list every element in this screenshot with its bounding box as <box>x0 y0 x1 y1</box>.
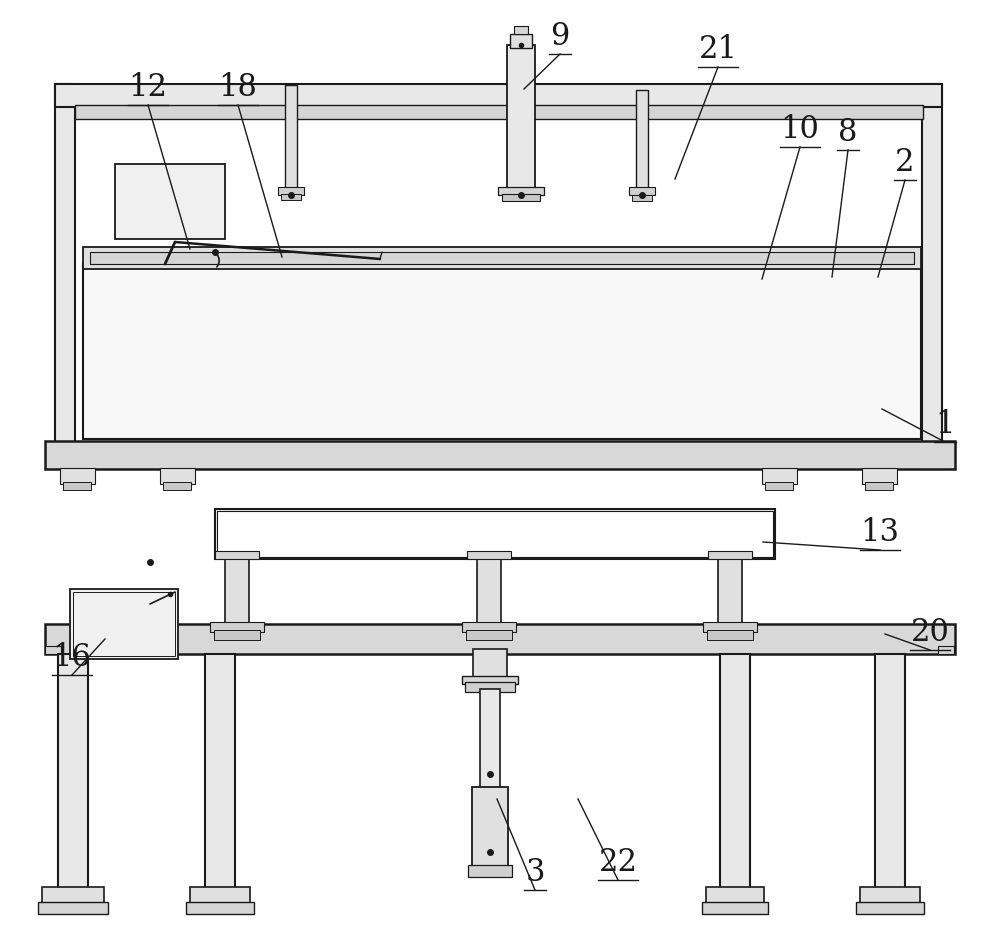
Bar <box>45 646 61 654</box>
Bar <box>514 27 528 35</box>
Bar <box>629 188 655 196</box>
Text: 13: 13 <box>860 516 900 547</box>
Bar <box>90 252 914 265</box>
Bar <box>45 442 955 469</box>
Bar <box>706 887 764 904</box>
Bar <box>217 511 773 558</box>
Bar <box>922 85 942 469</box>
Text: 18: 18 <box>219 72 257 103</box>
Text: 12: 12 <box>129 72 168 103</box>
Bar <box>498 188 544 196</box>
Bar <box>510 35 532 49</box>
Text: 20: 20 <box>911 616 949 647</box>
Bar <box>186 902 254 914</box>
Bar <box>215 551 259 560</box>
Text: 1: 1 <box>935 408 955 440</box>
Bar <box>708 551 752 560</box>
Bar <box>875 654 905 889</box>
Bar <box>477 556 501 625</box>
Bar <box>55 85 75 469</box>
Bar <box>502 195 540 202</box>
Bar <box>468 865 512 877</box>
Bar <box>860 887 920 904</box>
Text: 10: 10 <box>781 114 819 145</box>
Bar <box>210 623 264 632</box>
Bar <box>55 85 942 108</box>
Bar <box>115 165 225 240</box>
Bar <box>281 195 301 201</box>
Text: 9: 9 <box>550 21 570 52</box>
Bar <box>467 551 511 560</box>
Bar <box>45 625 955 654</box>
Text: 2: 2 <box>895 147 915 178</box>
Bar <box>765 483 793 490</box>
Text: 22: 22 <box>598 846 638 877</box>
Bar <box>190 887 250 904</box>
Bar <box>38 902 108 914</box>
Bar <box>73 592 175 656</box>
Bar <box>163 483 191 490</box>
Bar <box>465 683 515 692</box>
Bar <box>862 468 897 485</box>
Bar <box>480 689 500 789</box>
Text: 3: 3 <box>525 856 545 887</box>
Bar <box>707 630 753 641</box>
Bar <box>225 556 249 625</box>
Bar <box>285 86 297 190</box>
Bar <box>856 902 924 914</box>
Bar <box>636 90 648 190</box>
Text: 21: 21 <box>698 34 738 65</box>
Bar <box>718 556 742 625</box>
Bar <box>60 468 95 485</box>
Bar <box>58 654 88 889</box>
Bar <box>214 630 260 641</box>
Bar <box>160 468 195 485</box>
Bar <box>720 654 750 889</box>
Bar <box>70 589 178 660</box>
Bar <box>865 483 893 490</box>
Bar <box>83 265 921 440</box>
Bar <box>466 630 512 641</box>
Bar <box>205 654 235 889</box>
Bar <box>42 887 104 904</box>
Bar <box>63 483 91 490</box>
Bar <box>215 509 775 560</box>
Bar <box>462 676 518 684</box>
Bar <box>702 902 768 914</box>
Bar <box>762 468 797 485</box>
Bar <box>473 649 507 680</box>
Bar <box>278 188 304 196</box>
Bar <box>938 646 954 654</box>
Text: 8: 8 <box>838 117 858 148</box>
Bar <box>703 623 757 632</box>
Bar <box>632 196 652 202</box>
Text: 16: 16 <box>53 642 91 672</box>
Bar <box>472 787 508 869</box>
Bar <box>462 623 516 632</box>
Bar <box>75 106 923 120</box>
Bar <box>83 248 921 269</box>
Bar <box>507 46 535 190</box>
